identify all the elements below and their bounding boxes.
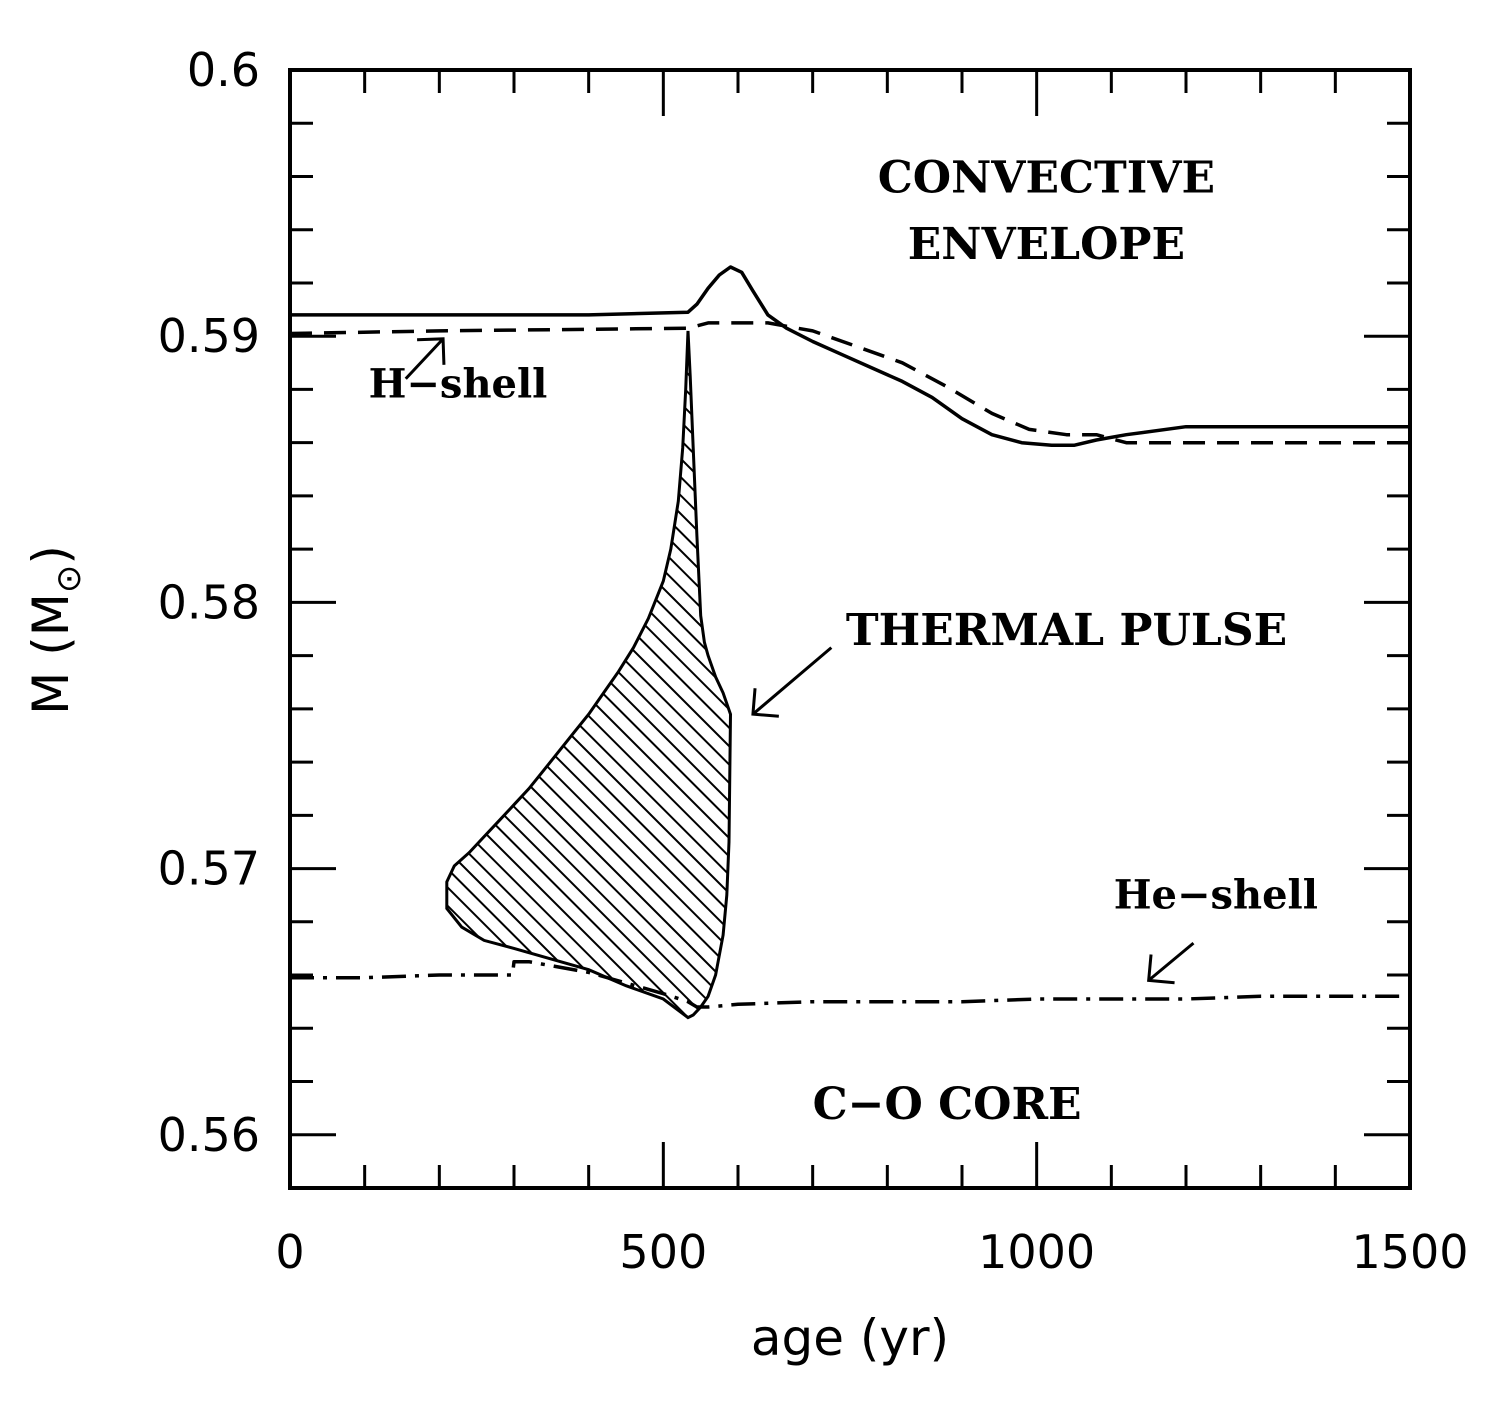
tick-labels-layer: 0 500 1000 1500 0.56 0.57 0.58 0.59 0.6 (158, 43, 1469, 1279)
y-tick-label: 0.57 (158, 842, 260, 896)
x-axis-label: age (yr) (751, 1309, 949, 1367)
annotation-arrow (1147, 941, 1195, 985)
annotation-label: THERMAL PULSE (846, 605, 1287, 656)
series-line-3 (290, 959, 1410, 1009)
series-line-2 (289, 321, 1410, 445)
thermal-pulse-region-layer (445, 330, 733, 1020)
y-axis-label-close: ) (22, 545, 80, 565)
annotations-layer: CONVECTIVE ENVELOPE H−shell THERMAL PULSE He… (369, 152, 1318, 1129)
y-tick-label: 0.59 (158, 309, 260, 363)
x-tick-label: 1500 (1351, 1225, 1468, 1279)
annotation-label: ENVELOPE (908, 219, 1185, 270)
annotation-arrow (751, 646, 833, 718)
x-tick-label: 1000 (978, 1225, 1095, 1279)
y-tick-label: 0.58 (158, 575, 260, 629)
y-axis-label-symbol: ⊙ (49, 565, 89, 594)
annotation-label: C−O CORE (813, 1079, 1082, 1130)
annotation-label: CONVECTIVE (878, 152, 1215, 203)
annotation-label: He−shell (1114, 872, 1318, 919)
y-tick-label: 0.6 (187, 43, 260, 97)
y-axis-label-main: M (M (22, 593, 80, 715)
annotation-arrow (404, 337, 446, 380)
annotation-label: H−shell (369, 360, 548, 407)
ticks-layer (288, 68, 1412, 1190)
thermal-pulse-region (445, 330, 733, 1020)
x-tick-label: 0 (275, 1225, 304, 1279)
x-tick-label: 500 (619, 1225, 707, 1279)
plot-frame (288, 68, 1412, 1190)
y-axis-label: M (M⊙) (22, 545, 89, 715)
series-line-1 (290, 265, 1410, 448)
series-layer (289, 265, 1410, 1009)
y-tick-label: 0.56 (158, 1108, 260, 1162)
